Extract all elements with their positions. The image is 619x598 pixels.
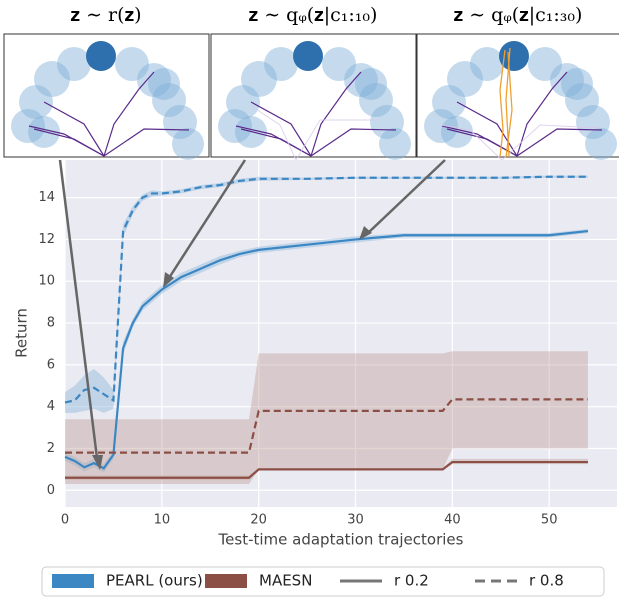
inset-image bbox=[210, 33, 417, 161]
series-line bbox=[64, 175, 588, 404]
inset-image bbox=[3, 33, 210, 161]
inset-title: 𝐳 ∼ qᵩ(𝐳|c₁:₁₀) bbox=[249, 4, 378, 26]
y-tick-label: 2 bbox=[47, 441, 55, 456]
series-line bbox=[65, 460, 588, 479]
y-tick-label: 6 bbox=[47, 357, 55, 372]
x-tick-label: 0 bbox=[61, 513, 69, 528]
x-axis-label: Test-time adaptation trajectories bbox=[218, 531, 464, 549]
y-axis-label: Return bbox=[13, 308, 31, 358]
y-tick-label: 0 bbox=[47, 483, 55, 498]
y-tick-label: 4 bbox=[47, 399, 55, 414]
annotation-arrows bbox=[58, 159, 446, 470]
legend-swatch bbox=[52, 574, 94, 588]
legend-label: r 0.8 bbox=[529, 572, 564, 590]
inset-image bbox=[249, 33, 619, 161]
legend-label: PEARL (ours) bbox=[106, 572, 203, 590]
legend-label: r 0.2 bbox=[394, 572, 429, 590]
inset-title: 𝐳 ∼ qᵩ(𝐳|c₁:₃₀) bbox=[454, 4, 583, 26]
legend bbox=[41, 566, 605, 597]
y-tick-label: 10 bbox=[38, 274, 55, 289]
series-line bbox=[64, 229, 589, 470]
x-tick-label: 10 bbox=[154, 513, 171, 528]
x-tick-label: 50 bbox=[541, 513, 558, 528]
y-tick-label: 12 bbox=[38, 232, 55, 247]
y-tick-label: 8 bbox=[47, 316, 55, 331]
x-tick-label: 20 bbox=[250, 513, 267, 528]
y-tick-label: 14 bbox=[38, 190, 55, 205]
legend-label: MAESN bbox=[259, 572, 312, 590]
legend-swatch bbox=[205, 574, 247, 588]
inset-title: 𝐳 ∼ r(𝐳) bbox=[70, 4, 141, 26]
series-line bbox=[65, 398, 588, 454]
plot-area bbox=[65, 160, 617, 507]
x-tick-label: 40 bbox=[444, 513, 461, 528]
x-tick-label: 30 bbox=[347, 513, 364, 528]
error-band bbox=[65, 351, 588, 485]
